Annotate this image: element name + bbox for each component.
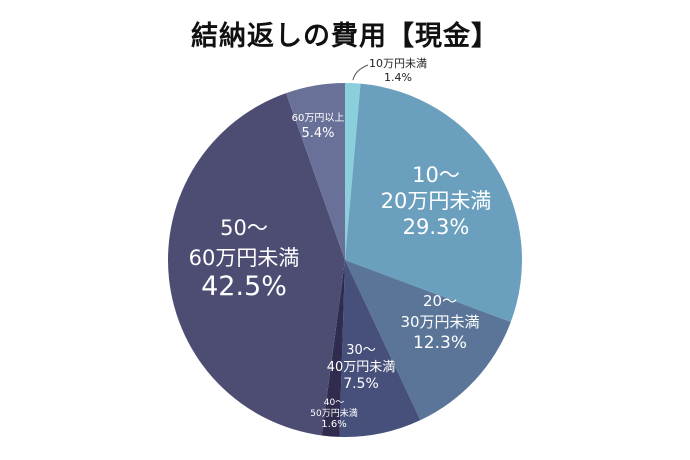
- chart-title: 結納返しの費用【現金】: [191, 21, 499, 52]
- slice-label-line: 42.5%: [201, 271, 287, 302]
- slice-label-line: 20〜: [423, 292, 457, 310]
- leader-line: [352, 64, 369, 81]
- slice-label-line: 5.4%: [301, 126, 334, 141]
- slice-label-line: 30〜: [346, 343, 376, 358]
- slice-label-line: 40〜: [324, 398, 344, 408]
- slice-label-line: 10〜: [412, 163, 460, 187]
- slice-label-line: 1.6%: [321, 419, 346, 430]
- pie-slice-7: [286, 83, 345, 260]
- slice-label-4: 30〜 40万円未満 7.5%: [327, 343, 396, 392]
- slice-label-line: 30万円未満: [400, 313, 479, 331]
- slice-label-line: 1.4%: [384, 71, 412, 84]
- pie-slice-5: [321, 260, 345, 437]
- slice-label-2: 10〜 20万円未満 29.3%: [381, 163, 492, 239]
- slice-label-line: 10万円未満: [369, 57, 427, 70]
- slice-label-3: 20〜 30万円未満 12.3%: [400, 292, 479, 353]
- slice-label-line: 20万円未満: [381, 189, 492, 213]
- slice-label-line: 12.3%: [413, 333, 467, 353]
- pie-slice-6: [168, 93, 345, 436]
- pie-slice-4: [339, 260, 421, 437]
- slice-label-line: 50〜: [220, 216, 268, 240]
- slice-label-6: 50〜 60万円未満 42.5%: [189, 216, 300, 302]
- slice-label-line: 29.3%: [403, 215, 470, 239]
- slice-label-line: 40万円未満: [327, 360, 396, 375]
- slice-label-5: 40〜 50万円未満 1.6%: [310, 398, 357, 430]
- slice-label-7: 60万円以上 5.4%: [292, 112, 345, 141]
- slice-label-line: 60万円以上: [292, 112, 345, 124]
- pie-slice-1: [345, 82, 361, 260]
- pie-slice-3: [345, 260, 511, 421]
- slice-label-1: 10万円未満 1.4%: [369, 57, 427, 84]
- slice-label-line: 50万円未満: [310, 407, 357, 419]
- pie-slice-2: [345, 83, 523, 323]
- slice-label-line: 60万円未満: [189, 246, 300, 270]
- slice-label-line: 7.5%: [343, 376, 379, 392]
